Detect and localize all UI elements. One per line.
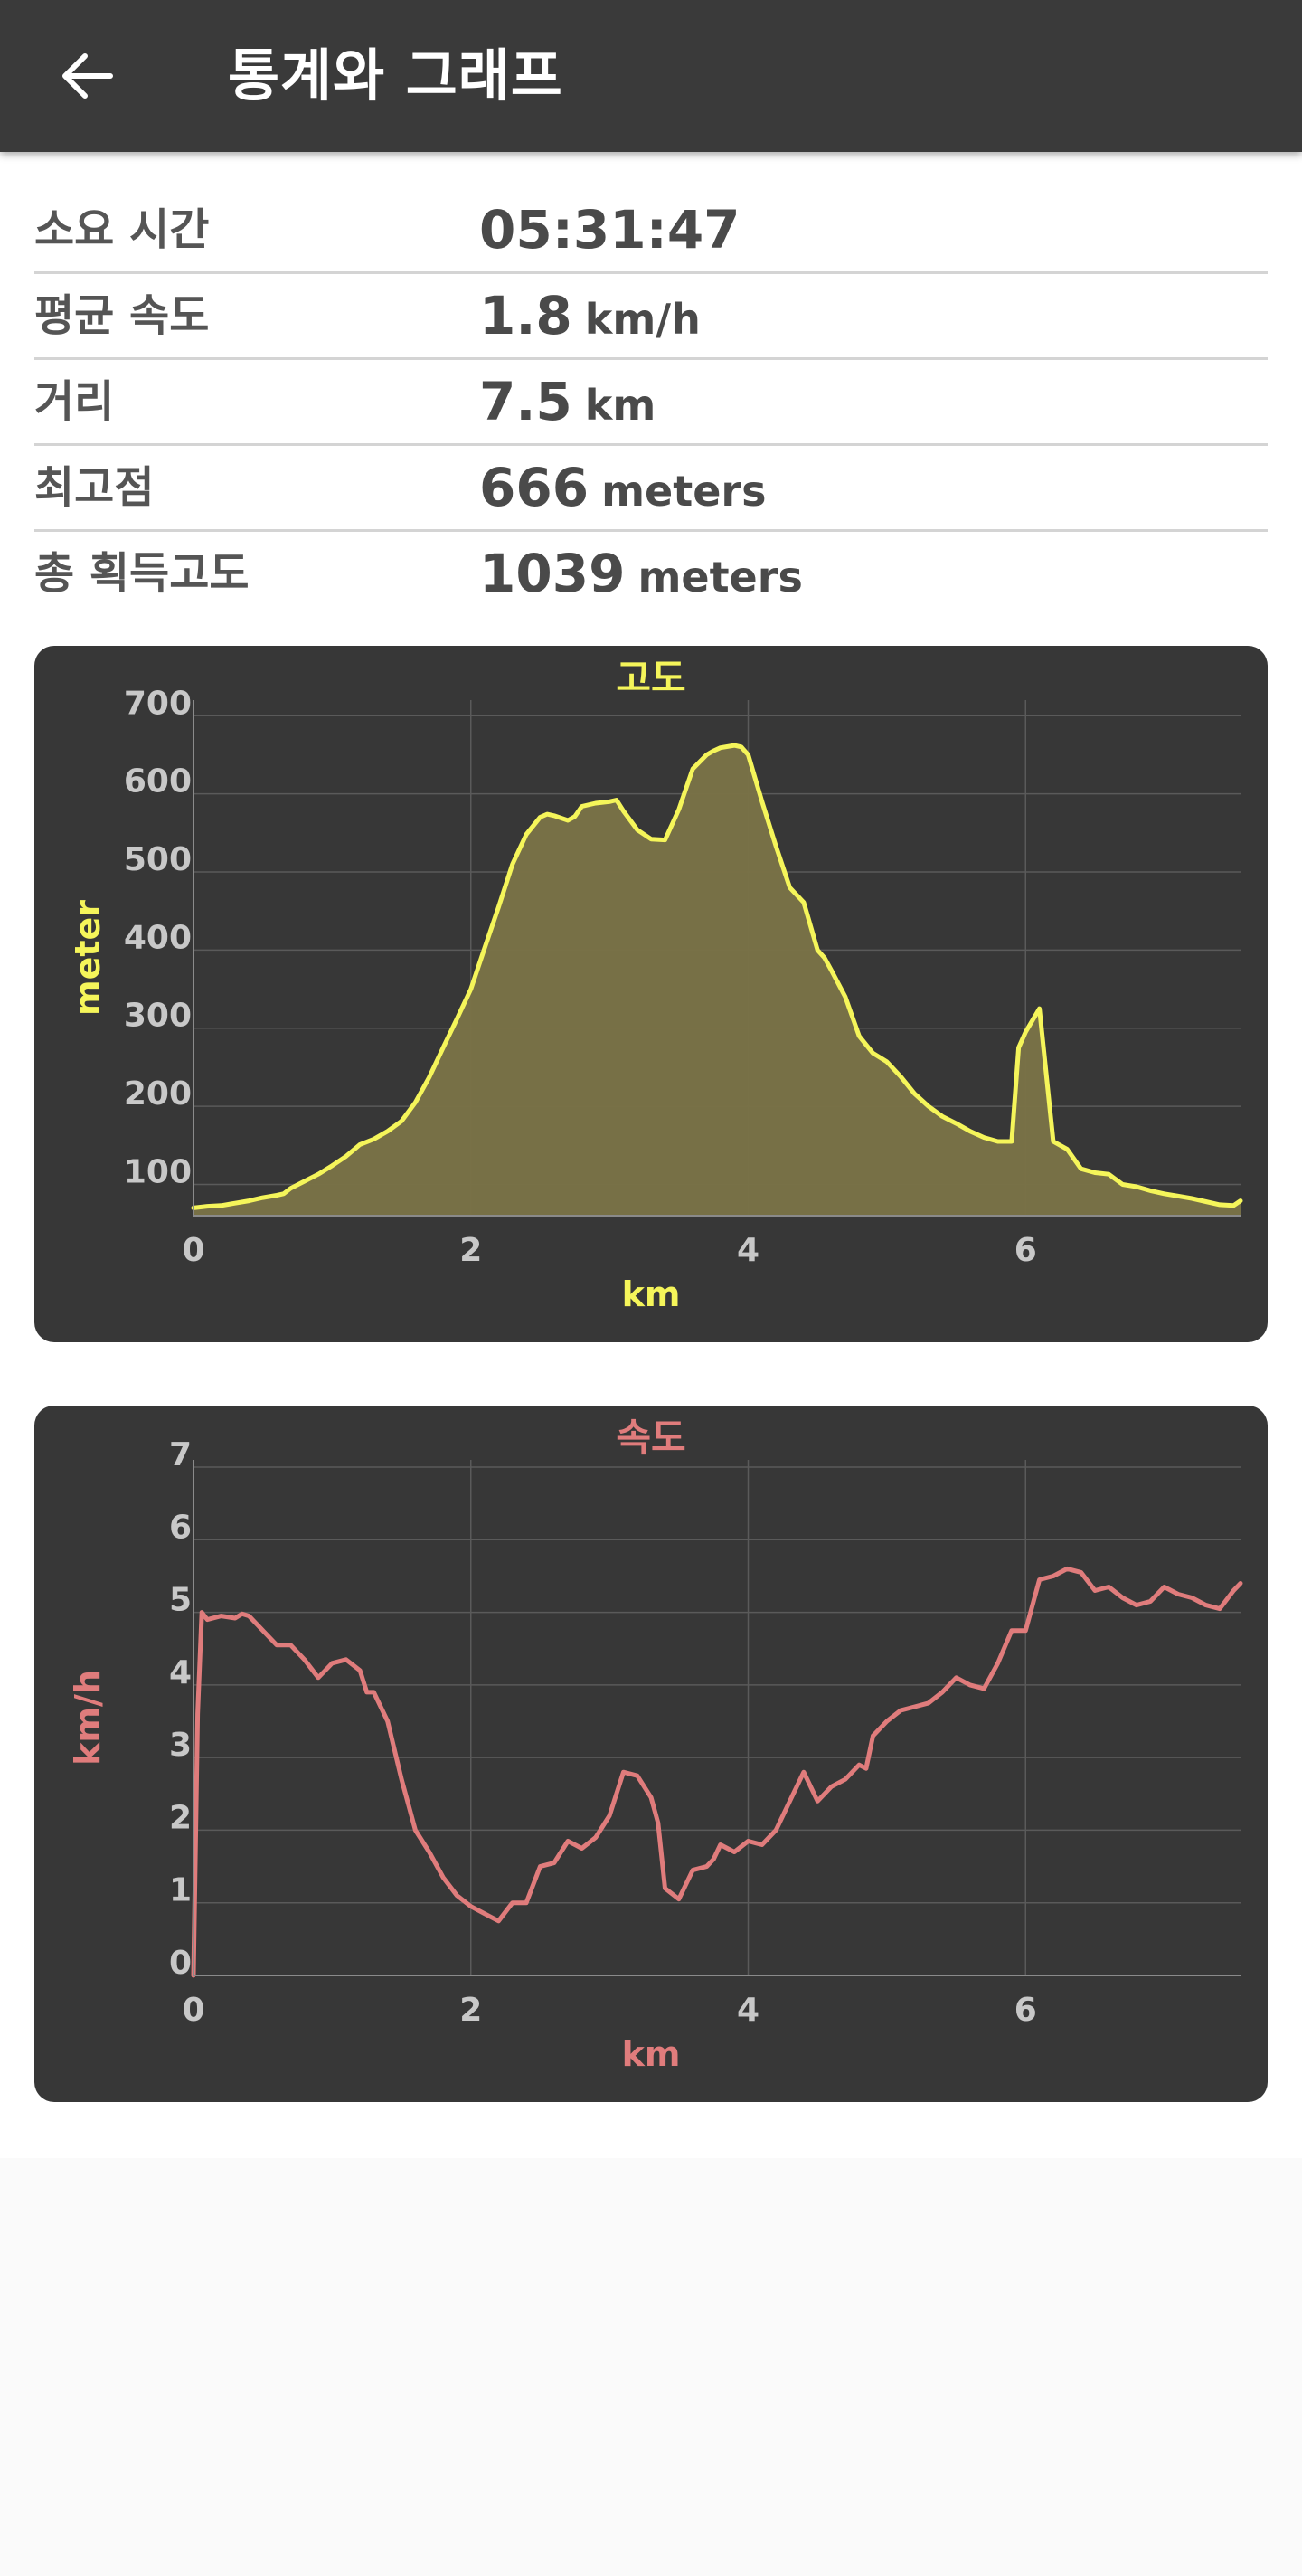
stat-unit: meters [637,553,803,601]
stat-label: 평균 속도 [34,290,210,341]
y-tick-label: 5 [169,1582,192,1619]
stat-value: 1039 meters [479,532,803,615]
stat-label: 최고점 [34,462,155,513]
speed-chart-svg: 0 1 2 3 4 5 6 7 0 2 4 6 속도 km km/h [68,1416,1243,2074]
app-bar: 통계와 그래프 [0,0,1302,152]
stat-value: 1.8 km/h [479,274,701,357]
y-tick-label: 500 [124,841,192,878]
y-tick-label: 0 [169,1945,192,1982]
elevation-chart-svg: 100 200 300 400 500 600 700 0 2 4 6 고도 km meter [68,656,1243,1314]
stat-number: 666 [479,457,590,518]
x-axis-label: km [622,2034,681,2074]
x-axis-label: km [622,1274,681,1314]
y-tick-label: 1 [169,1872,192,1909]
empty-bottom-area [0,2158,1302,2576]
elevation-area-fill [193,745,1241,1216]
stat-unit: km/h [584,295,701,344]
stat-label: 총 획득고도 [34,548,250,599]
x-tick-label: 0 [182,1992,204,2029]
elevation-series-line [191,743,1243,1210]
stat-value: 05:31:47 [479,188,741,271]
elevation-chart-title: 고도 [616,656,685,700]
stat-number: 1039 [479,543,626,604]
x-tick-label: 4 [737,1232,760,1269]
x-tick-label: 0 [182,1232,204,1269]
x-tick-label: 2 [459,1992,482,2029]
y-tick-label: 200 [124,1075,192,1113]
y-tick-label: 300 [124,998,192,1035]
y-tick-label: 100 [124,1153,192,1190]
stat-row-max-elevation: 최고점 666 meters [34,446,1268,532]
x-tick-label: 6 [1014,1992,1037,2029]
stat-number: 7.5 [479,371,572,432]
stat-value: 666 meters [479,446,766,529]
y-axis-label: meter [68,900,108,1016]
y-tick-label: 4 [169,1654,192,1691]
y-tick-label: 6 [169,1509,192,1546]
stat-row-total-ascent: 총 획득고도 1039 meters [34,532,1268,618]
stat-row-distance: 거리 7.5 km [34,360,1268,446]
stat-value: 7.5 km [479,360,656,443]
stat-label: 소요 시간 [34,204,210,255]
x-tick-label: 4 [737,1992,760,2029]
page-title: 통계와 그래프 [228,43,563,109]
stat-unit: meters [601,467,767,516]
y-tick-label: 7 [169,1436,192,1473]
stat-number: 05:31:47 [479,199,741,260]
arrow-left-icon [62,53,113,99]
y-tick-label: 2 [169,1799,192,1836]
stat-label: 거리 [34,376,115,427]
back-button[interactable] [42,31,132,121]
y-tick-label: 700 [124,685,192,722]
elevation-chart[interactable]: 100 200 300 400 500 600 700 0 2 4 6 고도 km meter [34,646,1268,1342]
stat-number: 1.8 [479,285,572,346]
stats-content: 소요 시간 05:31:47 평균 속도 1.8 km/h 거리 7.5 km 최고… [0,152,1302,2158]
speed-chart[interactable]: 0 1 2 3 4 5 6 7 0 2 4 6 속도 km km/h [34,1406,1268,2102]
speed-chart-title: 속도 [616,1416,685,1460]
stat-row-average-speed: 평균 속도 1.8 km/h [34,274,1268,360]
x-tick-label: 2 [459,1232,482,1269]
x-tick-label: 6 [1014,1232,1037,1269]
y-axis-label: km/h [68,1670,108,1766]
speed-series-line [191,1566,1243,1978]
stat-unit: km [584,381,656,430]
stats-table: 소요 시간 05:31:47 평균 속도 1.8 km/h 거리 7.5 km 최고… [34,188,1268,618]
y-tick-label: 600 [124,763,192,800]
y-tick-label: 400 [124,919,192,956]
y-tick-label: 3 [169,1727,192,1764]
stat-row-duration: 소요 시간 05:31:47 [34,188,1268,274]
